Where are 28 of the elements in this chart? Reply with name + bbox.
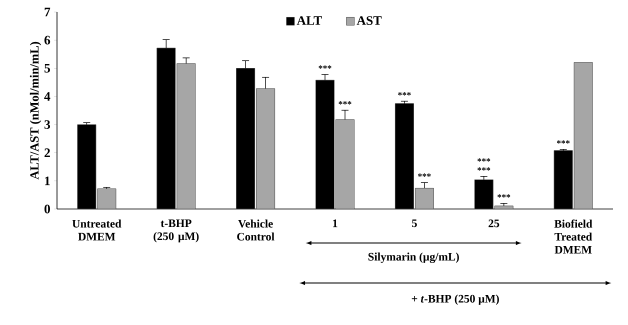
data-label: *** [556,140,570,144]
y-tick-label: 6 [44,36,50,44]
x-tick-label: t-BHP (250 µM) [154,220,199,242]
text: + t-BHP (250 µM) [412,294,499,305]
data-label: *** [418,173,431,177]
data-label: *** [318,65,332,69]
annotation: *** [478,158,490,162]
x-tick-label: Biofield Treated DMEM [554,220,592,254]
y-tick-label: 5 [44,64,50,73]
y-axis-title: ALT/AST (nMol/min/mL) [30,42,42,180]
data-label: *** [478,167,490,171]
x-tick-label: 25 [488,220,500,228]
y-tick-label: 4 [44,92,50,101]
x-tick-label: 5 [412,220,417,228]
data-label: *** [498,194,510,198]
y-tick-label: 0 [44,204,50,214]
y-tick-label: 7 [44,8,50,16]
text: Silymarin (µg/mL) [368,252,459,263]
y-tick-label: 2 [44,148,50,158]
y-tick-label: 3 [44,120,50,129]
x-tick-label: 1 [333,220,338,228]
data-label: *** [338,101,352,104]
legend-label: AST [356,16,382,25]
data-label: *** [398,92,411,96]
x-tick-label: Untreated DMEM [72,220,122,240]
y-tick-label: 1 [45,176,50,186]
legend-label: ALT [296,16,322,25]
x-tick-label: Vehicle Control [237,220,274,241]
